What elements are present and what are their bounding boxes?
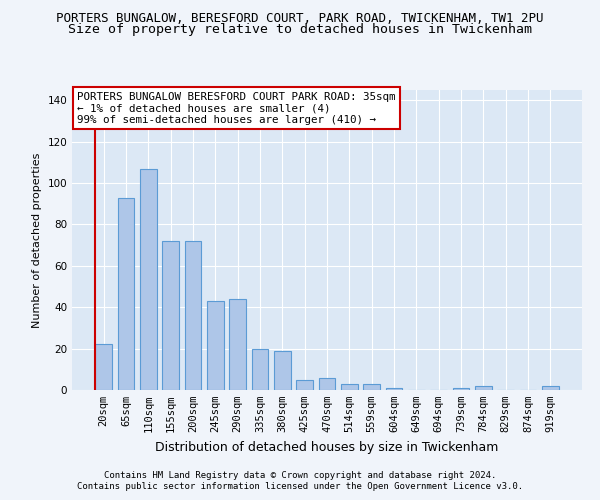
Bar (207, 301, 224, 390)
Bar (251, 348, 268, 390)
Bar (386, 388, 403, 390)
Bar (319, 378, 335, 390)
Bar (341, 384, 358, 390)
Bar (364, 384, 380, 390)
Text: Size of property relative to detached houses in Twickenham: Size of property relative to detached ho… (68, 22, 532, 36)
Bar (95, 344, 112, 390)
Bar (542, 386, 559, 390)
Bar (274, 350, 290, 390)
Bar (229, 299, 246, 390)
Bar (140, 168, 157, 390)
Bar (475, 386, 492, 390)
Text: Contains public sector information licensed under the Open Government Licence v3: Contains public sector information licen… (77, 482, 523, 491)
Bar (185, 241, 202, 390)
X-axis label: Distribution of detached houses by size in Twickenham: Distribution of detached houses by size … (155, 440, 499, 454)
Text: PORTERS BUNGALOW BERESFORD COURT PARK ROAD: 35sqm
← 1% of detached houses are sm: PORTERS BUNGALOW BERESFORD COURT PARK RO… (77, 92, 395, 124)
Bar (162, 241, 179, 390)
Y-axis label: Number of detached properties: Number of detached properties (32, 152, 42, 328)
Text: Contains HM Land Registry data © Crown copyright and database right 2024.: Contains HM Land Registry data © Crown c… (104, 471, 496, 480)
Text: PORTERS BUNGALOW, BERESFORD COURT, PARK ROAD, TWICKENHAM, TW1 2PU: PORTERS BUNGALOW, BERESFORD COURT, PARK … (56, 12, 544, 26)
Bar (452, 388, 469, 390)
Bar (296, 380, 313, 390)
Bar (118, 198, 134, 390)
